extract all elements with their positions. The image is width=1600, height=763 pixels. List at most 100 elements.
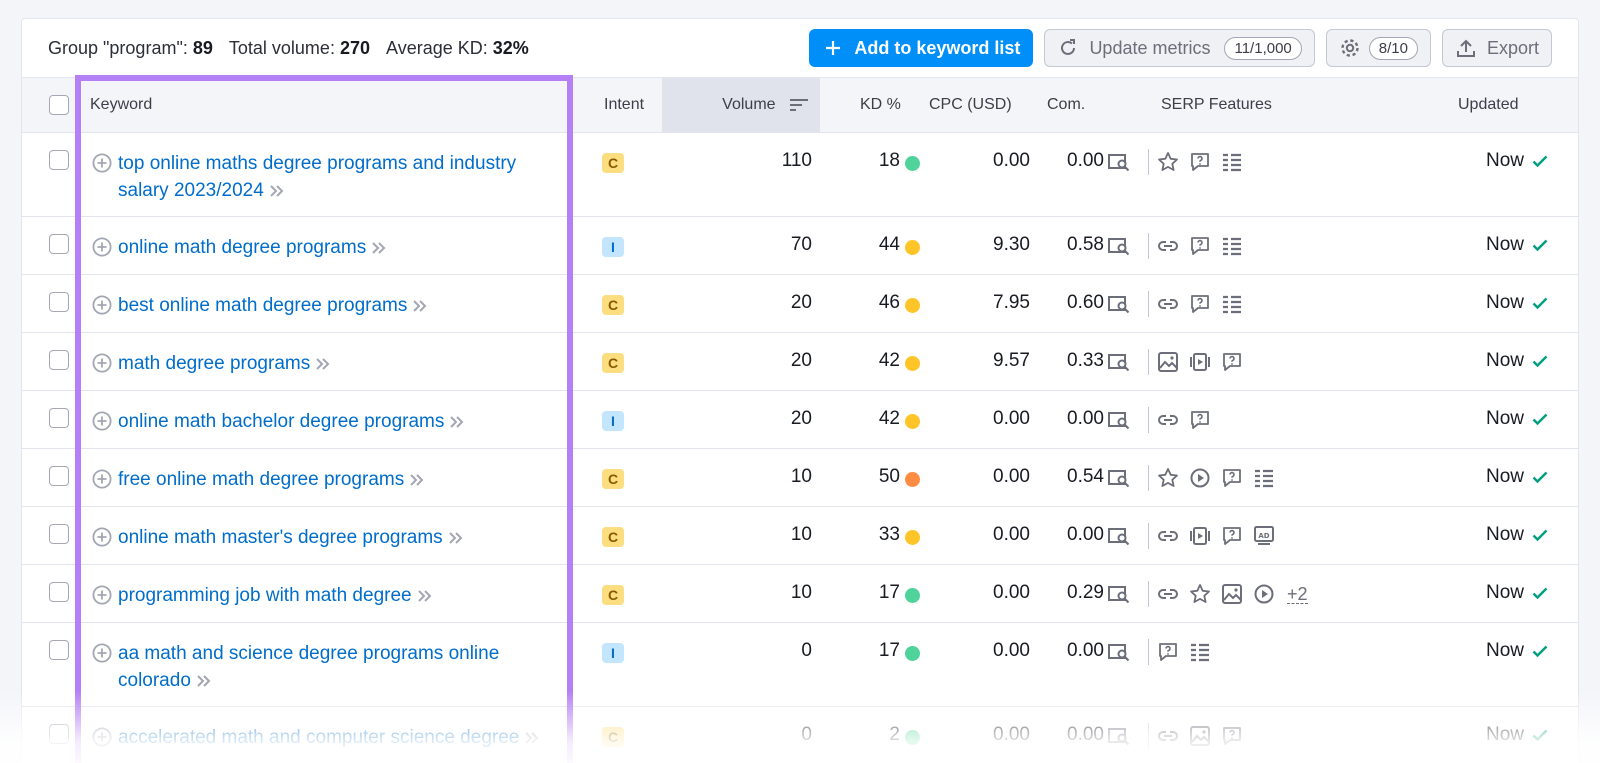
add-to-keyword-list-button[interactable]: Add to keyword list bbox=[809, 29, 1034, 67]
keyword-link[interactable]: free online math degree programs bbox=[118, 469, 405, 490]
add-keyword-icon[interactable] bbox=[92, 237, 112, 257]
intent-badge[interactable]: C bbox=[602, 727, 624, 747]
chevron-double-right-icon[interactable] bbox=[524, 731, 540, 745]
updated-value: Now bbox=[1486, 234, 1525, 255]
update-metrics-button[interactable]: Update metrics 11/1,000 bbox=[1044, 29, 1315, 67]
chevron-double-right-icon[interactable] bbox=[371, 241, 387, 255]
settings-button[interactable]: 8/10 bbox=[1325, 29, 1431, 67]
table-row: free online math degree programs C 10 50 0.0… bbox=[22, 449, 1578, 507]
serp-features-cell bbox=[1108, 723, 1253, 749]
col-intent[interactable]: Intent bbox=[604, 96, 645, 113]
intent-badge[interactable]: C bbox=[602, 585, 624, 605]
row-checkbox[interactable] bbox=[49, 350, 69, 370]
add-keyword-icon[interactable] bbox=[92, 643, 112, 663]
add-keyword-icon[interactable] bbox=[92, 727, 112, 747]
serp-divider bbox=[1148, 149, 1149, 175]
chevron-double-right-icon[interactable] bbox=[448, 531, 464, 545]
cpc-value: 0.00 bbox=[993, 582, 1030, 603]
row-checkbox[interactable] bbox=[49, 466, 69, 486]
col-keyword[interactable]: Keyword bbox=[90, 96, 153, 113]
link-icon bbox=[1157, 409, 1179, 431]
chevron-double-right-icon[interactable] bbox=[315, 357, 331, 371]
table-row: online math degree programs I 70 44 9.30 0.58… bbox=[22, 217, 1578, 275]
updated-cell: Now bbox=[1486, 524, 1548, 546]
serp-divider bbox=[1148, 523, 1149, 549]
col-updated[interactable]: Updated bbox=[1458, 96, 1519, 113]
volume-value: 110 bbox=[781, 150, 812, 171]
row-checkbox[interactable] bbox=[49, 150, 69, 170]
row-checkbox[interactable] bbox=[49, 640, 69, 660]
intent-badge[interactable]: I bbox=[602, 643, 624, 663]
keyword-link[interactable]: best online math degree programs bbox=[118, 295, 408, 316]
chevron-double-right-icon[interactable] bbox=[412, 299, 428, 313]
kd-difficulty-dot bbox=[905, 646, 920, 661]
chevron-double-right-icon[interactable] bbox=[269, 184, 285, 198]
serp-divider bbox=[1148, 465, 1149, 491]
more-serp-features[interactable]: +2 bbox=[1287, 583, 1308, 604]
question-icon bbox=[1221, 725, 1243, 747]
row-checkbox[interactable] bbox=[49, 408, 69, 428]
row-checkbox[interactable] bbox=[49, 582, 69, 602]
col-serp-features[interactable]: SERP Features bbox=[1161, 96, 1272, 113]
add-keyword-icon[interactable] bbox=[92, 527, 112, 547]
row-checkbox[interactable] bbox=[49, 524, 69, 544]
search-result-icon bbox=[1108, 467, 1130, 489]
keyword-link[interactable]: programming job with math degree bbox=[118, 585, 412, 606]
add-keyword-icon[interactable] bbox=[92, 585, 112, 605]
intent-badge[interactable]: I bbox=[602, 411, 624, 431]
serp-features-cell bbox=[1108, 407, 1221, 433]
serp-features-cell bbox=[1108, 233, 1253, 259]
chevron-double-right-icon[interactable] bbox=[409, 473, 425, 487]
intent-badge[interactable]: C bbox=[602, 353, 624, 373]
col-kd[interactable]: KD % bbox=[860, 96, 901, 113]
add-keyword-icon[interactable] bbox=[92, 295, 112, 315]
keyword-link[interactable]: top online maths degree programs and ind… bbox=[118, 153, 517, 201]
keyword-cell: best online math degree programs bbox=[92, 292, 558, 319]
kd-value: 44 bbox=[878, 234, 900, 255]
chevron-double-right-icon[interactable] bbox=[417, 589, 433, 603]
chevron-double-right-icon[interactable] bbox=[196, 674, 212, 688]
volume-value: 20 bbox=[790, 350, 812, 371]
export-button[interactable]: Export bbox=[1441, 29, 1552, 67]
keyword-link[interactable]: aa math and science degree programs onli… bbox=[118, 643, 500, 691]
cpc-value: 9.30 bbox=[993, 234, 1030, 255]
intent-badge[interactable]: C bbox=[602, 295, 624, 315]
keyword-cell: online math bachelor degree programs bbox=[92, 408, 558, 435]
competition-value: 0.00 bbox=[1067, 640, 1104, 661]
select-all-checkbox[interactable] bbox=[49, 95, 69, 115]
intent-badge[interactable]: C bbox=[602, 469, 624, 489]
keyword-link[interactable]: online math bachelor degree programs bbox=[118, 411, 445, 432]
upload-icon bbox=[1455, 37, 1477, 59]
intent-badge[interactable]: C bbox=[602, 153, 624, 173]
updated-cell: Now bbox=[1486, 350, 1548, 372]
keyword-cell: accelerated math and computer science de… bbox=[92, 724, 558, 751]
intent-badge[interactable]: I bbox=[602, 237, 624, 257]
export-label: Export bbox=[1486, 37, 1539, 58]
col-volume[interactable]: Volume bbox=[662, 78, 820, 132]
keyword-link[interactable]: accelerated math and computer science de… bbox=[118, 727, 520, 748]
search-result-icon bbox=[1108, 235, 1130, 257]
intent-badge[interactable]: C bbox=[602, 527, 624, 547]
keyword-link[interactable]: online math master's degree programs bbox=[118, 527, 443, 548]
keyword-link[interactable]: math degree programs bbox=[118, 353, 311, 374]
cpc-value: 0.00 bbox=[993, 466, 1030, 487]
col-com[interactable]: Com. bbox=[1047, 96, 1086, 113]
add-keyword-icon[interactable] bbox=[92, 469, 112, 489]
link-icon bbox=[1157, 583, 1179, 605]
col-cpc[interactable]: CPC (USD) bbox=[929, 96, 1012, 113]
add-keyword-icon[interactable] bbox=[92, 411, 112, 431]
add-keyword-icon[interactable] bbox=[92, 353, 112, 373]
updated-value: Now bbox=[1486, 524, 1525, 545]
star-icon bbox=[1157, 467, 1179, 489]
total-volume-stat: Total volume: 270 bbox=[228, 37, 371, 58]
row-checkbox[interactable] bbox=[49, 292, 69, 312]
volume-value: 0 bbox=[801, 724, 812, 745]
keyword-link[interactable]: online math degree programs bbox=[118, 237, 367, 258]
add-keyword-icon[interactable] bbox=[92, 153, 112, 173]
summary-bar: Group "program": 89 Total volume: 270 Av… bbox=[22, 19, 1578, 77]
chevron-double-right-icon[interactable] bbox=[449, 415, 465, 429]
row-checkbox[interactable] bbox=[49, 234, 69, 254]
settings-count: 8/10 bbox=[1368, 36, 1418, 60]
row-checkbox[interactable] bbox=[49, 724, 69, 744]
plus-icon bbox=[822, 37, 844, 59]
